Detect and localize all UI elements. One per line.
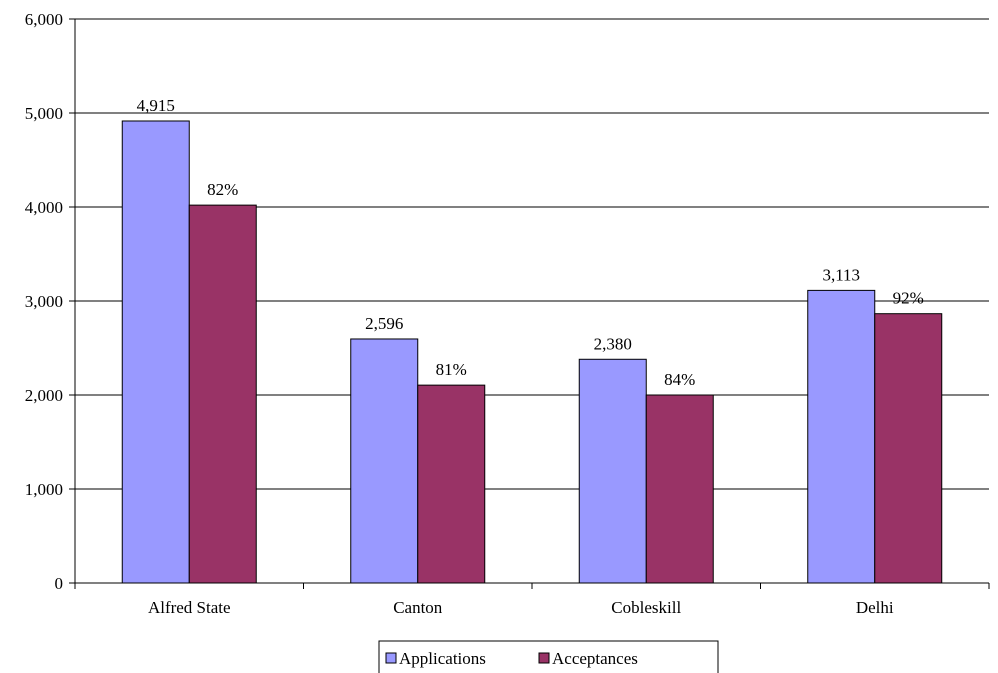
data-label: 3,113 [822,265,860,284]
x-axis-labels: Alfred State Canton Cobleskill Delhi [148,598,894,617]
y-tick-label: 1,000 [25,480,63,499]
data-labels: 4,915 82% 2,596 81% 2,380 84% 3,113 92% [137,96,924,389]
y-tick-label: 5,000 [25,104,63,123]
data-label: 92% [893,289,924,308]
bar-acceptances-cobleskill [645,394,714,584]
bar-applications-canton [350,338,419,584]
bars [121,120,943,584]
bar-applications-alfred-state [121,120,190,584]
y-axis-ticks: 0 1,000 2,000 3,000 4,000 5,000 6,000 [25,10,75,593]
data-label: 2,596 [365,314,403,333]
data-label: 4,915 [137,96,175,115]
data-label: 81% [436,360,467,379]
y-tick-label: 6,000 [25,10,63,29]
x-category-label: Delhi [856,598,894,617]
data-label: 82% [207,180,238,199]
legend-swatch [538,652,550,664]
x-category-label: Canton [393,598,443,617]
data-label: 84% [664,370,695,389]
bar-applications-cobleskill [578,358,647,584]
legend-swatch [385,652,397,664]
y-tick-label: 4,000 [25,198,63,217]
legend-label: Acceptances [552,649,638,668]
bar-acceptances-delhi [874,313,943,584]
legend-label: Applications [399,649,486,668]
data-label: 2,380 [594,334,632,353]
bar-acceptances-canton [417,384,486,584]
bar-acceptances-alfred-state [188,204,257,584]
x-category-label: Alfred State [148,598,231,617]
y-tick-label: 3,000 [25,292,63,311]
bar-applications-delhi [807,289,876,584]
x-category-label: Cobleskill [611,598,681,617]
y-tick-label: 2,000 [25,386,63,405]
y-tick-label: 0 [55,574,64,593]
legend: Applications Acceptances [378,640,719,673]
